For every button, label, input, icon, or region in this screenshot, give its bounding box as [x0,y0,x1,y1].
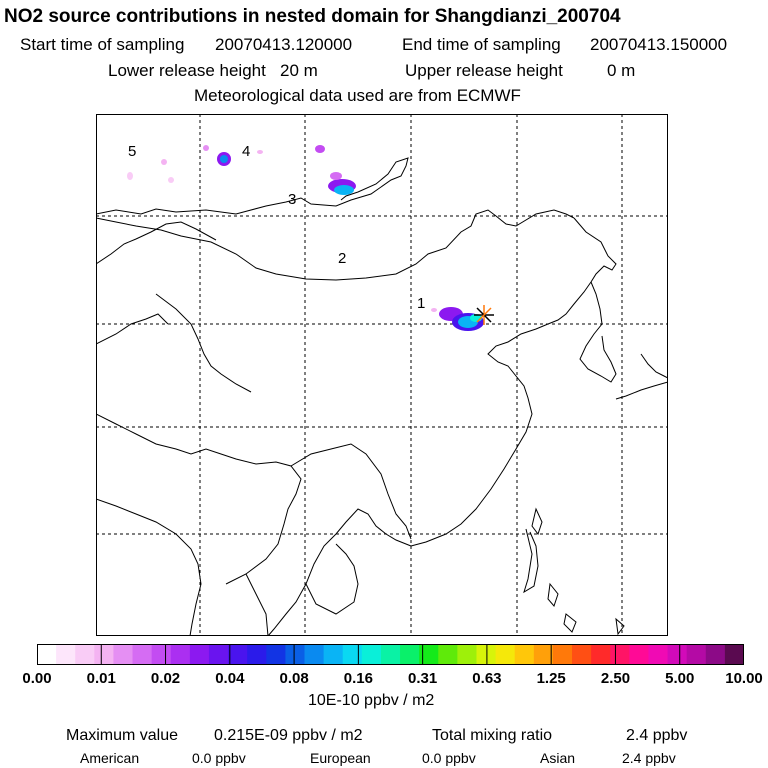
plume-blob [161,159,167,165]
colorbar-swatch [400,644,420,665]
region-label-4: 4 [242,143,250,160]
region-label-5: 5 [128,143,136,160]
map-panel: 1 2 3 4 5 [96,114,668,636]
colorbar-swatch [705,644,726,665]
colorbar-swatch [37,644,57,665]
colorbar-swatch [514,644,535,665]
plume-blob [127,172,133,180]
colorbar-swatch [342,644,363,665]
plume-blob [315,145,325,153]
colorbar-swatches [37,644,744,665]
colorbar-major-ticks [100,644,681,665]
colorbar-swatch [75,644,95,665]
colorbar [37,644,744,665]
upper-release-label: Upper release height [405,61,563,80]
colorbar-swatch [189,644,210,665]
maximum-value: 0.215E-09 ppbv / m2 [214,727,363,744]
colorbar-tick-label: 0.02 [150,670,181,687]
colorbar-tick-label: 0.16 [343,670,373,687]
colorbar-swatch [591,644,611,665]
colorbar-tick-label: 10.00 [725,670,763,687]
european-value: 0.0 ppbv [422,750,476,766]
plume-blob [220,155,228,163]
colorbar-swatch [380,644,401,665]
colorbar-tick-label: 1.25 [536,670,566,687]
map-boundaries [96,157,668,636]
plume-blob [203,145,209,151]
upper-release-value: 0 m [607,61,636,80]
colorbar-tick-label: 2.50 [600,670,631,687]
colorbar-swatch [132,644,153,665]
concentration-field [127,145,484,331]
colorbar-swatch [113,644,134,665]
colorbar-swatch [629,644,650,665]
colorbar-swatch [56,644,76,665]
asian-value: 2.4 ppbv [622,750,676,766]
start-time-label: Start time of sampling [20,35,185,54]
colorbar-swatch [476,644,497,665]
colorbar-swatch [648,644,669,665]
colorbar-swatch [457,644,478,665]
american-label: American [80,750,140,766]
colorbar-swatch [361,644,382,665]
lower-release-label: Lower release height [108,61,266,80]
colorbar-swatch [94,644,115,665]
colorbar-swatch [304,644,325,665]
colorbar-swatch [438,644,458,665]
plume-blob [334,185,354,195]
colorbar-swatch [266,644,287,665]
region-labels: 1 2 3 4 5 [128,143,425,312]
plume-blob [431,308,437,312]
colorbar-swatch [686,644,707,665]
colorbar-swatch [667,644,688,665]
asian-label: Asian [540,750,576,766]
plot-title: NO2 source contributions in nested domai… [4,6,621,27]
colorbar-swatch [419,644,439,665]
colorbar-tick-label: 0.63 [472,670,502,687]
colorbar-units: 10E-10 ppbv / m2 [308,692,435,709]
plume-blob [330,172,342,180]
colorbar-tick-label: 0.01 [86,670,116,687]
map-gridlines [96,114,668,636]
colorbar-tick-label: 0.31 [408,670,438,687]
total-mixing-ratio-label: Total mixing ratio [432,727,553,744]
colorbar-swatch [572,644,592,665]
region-label-1: 1 [417,295,425,312]
colorbar-swatch [323,644,344,665]
colorbar-swatch [724,644,744,665]
meteorological-data-note: Meteorological data used are from ECMWF [194,86,521,105]
colorbar-border [37,644,744,665]
colorbar-swatch [533,644,554,665]
region-label-2: 2 [338,250,346,267]
colorbar-tick-label: 0.04 [215,670,245,687]
lower-release-value: 20 m [280,61,318,80]
map-frame [96,114,668,636]
maximum-value-label: Maximum value [66,727,179,744]
star-marker [474,305,494,325]
colorbar-swatch [170,644,191,665]
colorbar-swatch [247,644,267,665]
colorbar-tick-label: 5.00 [665,670,695,687]
colorbar-tick-label: 0.08 [279,670,309,687]
colorbar-swatch [552,644,573,665]
plume-blob [168,177,174,183]
colorbar-swatch [285,644,306,665]
colorbar-swatch [151,644,172,665]
european-label: European [310,750,371,766]
plume-blob [257,150,263,154]
start-time-value: 20070413.120000 [215,35,353,54]
colorbar-swatch [208,644,229,665]
colorbar-swatch [228,644,248,665]
colorbar-tick-label: 0.00 [22,670,52,687]
american-value: 0.0 ppbv [192,750,246,766]
region-label-3: 3 [288,191,296,208]
colorbar-swatch [495,644,516,665]
total-mixing-ratio-value: 2.4 ppbv [626,727,688,744]
colorbar-swatch [610,644,630,665]
end-time-label: End time of sampling [402,35,561,54]
end-time-value: 20070413.150000 [590,35,728,54]
